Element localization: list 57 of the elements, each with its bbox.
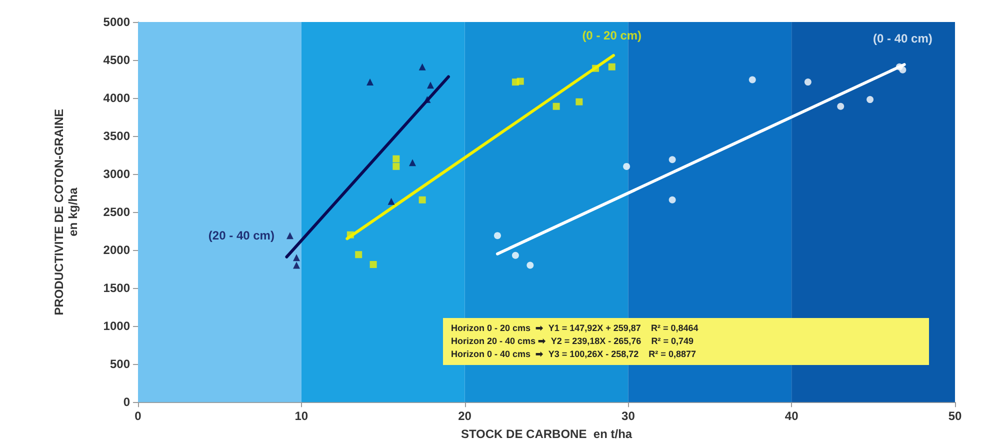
point bbox=[866, 96, 874, 104]
y-tick-label: 4000 bbox=[103, 91, 130, 106]
y-tick-label: 2000 bbox=[103, 243, 130, 258]
point bbox=[592, 64, 600, 72]
x-tick-label: 40 bbox=[784, 409, 799, 424]
x-axis-title: STOCK DE CARBONE en t/ha bbox=[460, 427, 632, 441]
point bbox=[623, 162, 630, 170]
point bbox=[293, 254, 300, 262]
x-tick-label: 20 bbox=[458, 409, 472, 424]
y-axis-title: PRODUCTIVITE DE COTON-GRAINE en kg/ha bbox=[52, 108, 80, 316]
y-tick-label: 0 bbox=[123, 395, 130, 410]
annotation: Horizon 0 - 40 cms ➡ Y3 = 100,26X - 258,72 R² = 0,8877 bbox=[451, 348, 697, 361]
point bbox=[804, 78, 812, 86]
series-label: (20 - 40 cm) bbox=[208, 228, 274, 243]
point bbox=[409, 159, 416, 166]
x-tick-label: 50 bbox=[948, 409, 962, 424]
y-tick-label: 2500 bbox=[103, 205, 130, 220]
y-tick-label: 3000 bbox=[103, 167, 130, 182]
note-box: Horizon 0 - 20 cms ➡ Y1 = 147,92X + 259,87 R² = 0,8464 Horizon 20 - 40 cms ➡ Y2 = 239,18X - 265,76 R² = 0,749 Horizon 0 - 40 cms ➡ Y3 = 100,26X - 258,72 R² = 0,8877 bbox=[443, 318, 929, 365]
point bbox=[392, 162, 400, 170]
point bbox=[837, 102, 844, 110]
point bbox=[899, 66, 906, 74]
point bbox=[512, 252, 519, 259]
point bbox=[608, 63, 616, 70]
point bbox=[355, 251, 362, 258]
annotation: Horizon 20 - 40 cms ➡ Y2 = 239,18X - 265,76 R² = 0,749 bbox=[451, 335, 694, 348]
y-tick-label: 1500 bbox=[103, 281, 130, 296]
point bbox=[392, 155, 400, 162]
point bbox=[346, 231, 354, 238]
y-tick-label: 1000 bbox=[103, 319, 130, 334]
point bbox=[668, 196, 676, 204]
point bbox=[494, 232, 501, 240]
y-tick-label: 5000 bbox=[103, 15, 130, 29]
point bbox=[418, 63, 426, 70]
point bbox=[552, 102, 560, 110]
point bbox=[418, 196, 426, 204]
y-tick-label: 4500 bbox=[103, 53, 130, 68]
point bbox=[668, 156, 676, 164]
point bbox=[748, 76, 756, 84]
point bbox=[388, 198, 395, 205]
point bbox=[426, 82, 434, 89]
y-tick-label: 500 bbox=[110, 357, 130, 372]
point bbox=[526, 262, 534, 269]
y-tick-label: 3500 bbox=[103, 129, 130, 144]
point bbox=[286, 232, 294, 240]
x-tick-label: 10 bbox=[294, 409, 308, 424]
point bbox=[576, 98, 583, 106]
point bbox=[370, 261, 377, 268]
point bbox=[516, 78, 524, 85]
point bbox=[293, 262, 300, 269]
text: (0 - 20 cm) bbox=[582, 28, 642, 42]
text: (0 - 40 cm) bbox=[873, 31, 932, 46]
x-tick-label: 30 bbox=[622, 409, 636, 424]
point bbox=[424, 96, 431, 104]
annotation: Horizon 0 - 20 cms ➡ Y1 = 147,92X + 259,87 R² = 0,8464 bbox=[451, 322, 700, 335]
x-tick-label: 0 bbox=[134, 409, 142, 424]
point bbox=[366, 78, 374, 86]
